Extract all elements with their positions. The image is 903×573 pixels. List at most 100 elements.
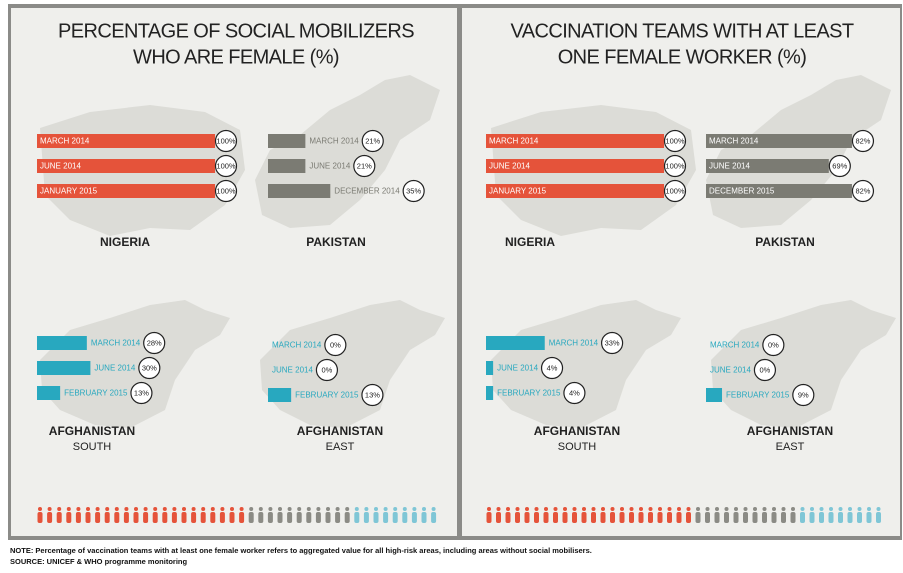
source: SOURCE: UNICEF & WHO programme monitorin… [10,557,188,566]
person-icon-body [143,512,149,523]
person-icon-body [581,512,587,523]
person-icon-body [600,512,606,523]
bar [486,336,545,350]
person-icon-body [181,512,187,523]
bar [486,184,664,198]
bar [268,134,306,148]
value-label: 30% [142,363,157,372]
person-icon-head [38,507,42,511]
person-icon-head [230,507,234,511]
value-label: 21% [357,161,372,170]
chart-subtitle: EAST [776,441,805,453]
person-icon-body [800,512,805,523]
person-icon-head [857,507,862,511]
person-icon-head [249,507,254,511]
category-label: JUNE 2014 [497,364,538,373]
person-icon-body [95,512,101,523]
person-icon-body [392,512,398,523]
value-badge [828,154,851,178]
person-icon-body [335,512,341,523]
person-icon-head [201,507,206,511]
person-icon-head [239,507,244,511]
panel-title: VACCINATION TEAMS WITH AT LEAST [511,20,854,42]
person-icon-body [200,512,206,523]
person-icon-body [496,512,501,523]
person-icon-head [876,507,881,511]
person-icon-head [364,507,369,511]
person-icon-head [658,507,662,511]
value-label: 82% [855,136,870,145]
person-icon-head [705,507,710,511]
person-icon-body [781,512,786,523]
person-icon-head [182,507,186,511]
bar [268,184,331,198]
category-label: JUNE 2014 [94,364,135,373]
person-icon-body [373,512,379,523]
value-badge [762,333,785,357]
person-icon-head [278,507,282,511]
person-icon-head [563,507,567,511]
value-label: 100% [665,161,685,170]
person-icon-head [412,507,417,511]
category-label: MARCH 2014 [40,137,90,146]
value-label: 13% [134,388,149,397]
category-label: MARCH 2014 [309,137,359,146]
person-icon-body [610,512,615,523]
person-icon-head [734,507,738,511]
map-shape [260,300,445,428]
bar [37,184,215,198]
person-icon-body [638,512,644,523]
person-icon-head [383,507,388,511]
bar [486,386,494,400]
person-icon-head [506,507,510,511]
value-badge [663,154,687,178]
value-label: 100% [216,161,236,170]
person-icon-body [411,512,417,523]
person-icon-head [316,507,321,511]
person-icon-head [800,507,805,511]
person-icon-head [867,507,871,511]
person-icon-body [287,512,293,523]
person-icon-body [629,512,634,523]
person-icon-body [248,512,254,523]
value-badge [792,383,815,407]
value-label: 0% [760,365,771,374]
person-icon-head [762,507,767,511]
person-icon-body [171,512,177,523]
value-label: 0% [322,365,333,374]
person-icon-head [715,507,719,511]
bar [706,184,852,198]
person-icon-head [667,507,672,511]
category-label: FEBRUARY 2015 [726,391,790,400]
value-label: 4% [569,388,580,397]
person-icon-body [191,512,197,523]
value-badge [402,179,425,203]
person-icon-head [258,507,263,511]
person-icon-head [86,507,90,511]
person-icon-body [239,512,245,523]
person-icon-body [306,512,312,523]
person-icon-body [315,512,321,523]
value-label: 13% [365,390,380,399]
person-icon-head [47,507,52,511]
person-icon-body [752,512,758,523]
person-icon-body [296,512,302,523]
person-icon-body [229,512,235,523]
value-label: 0% [330,340,341,349]
person-icon-head [553,507,558,511]
person-icon-head [105,507,110,511]
person-icon-head [582,507,586,511]
category-label: DECEMBER 2014 [334,187,400,196]
person-icon-body [714,512,720,523]
person-icon-head [496,507,501,511]
value-badge [753,358,777,382]
person-icon-body [162,512,168,523]
person-icon-body [866,512,872,523]
value-badge [361,129,384,153]
person-icon-head [620,507,624,511]
person-icon-head [345,507,350,511]
person-icon-body [809,512,815,523]
person-icon-body [363,512,369,523]
person-icon-body [762,512,767,523]
person-icon-head [724,507,729,511]
